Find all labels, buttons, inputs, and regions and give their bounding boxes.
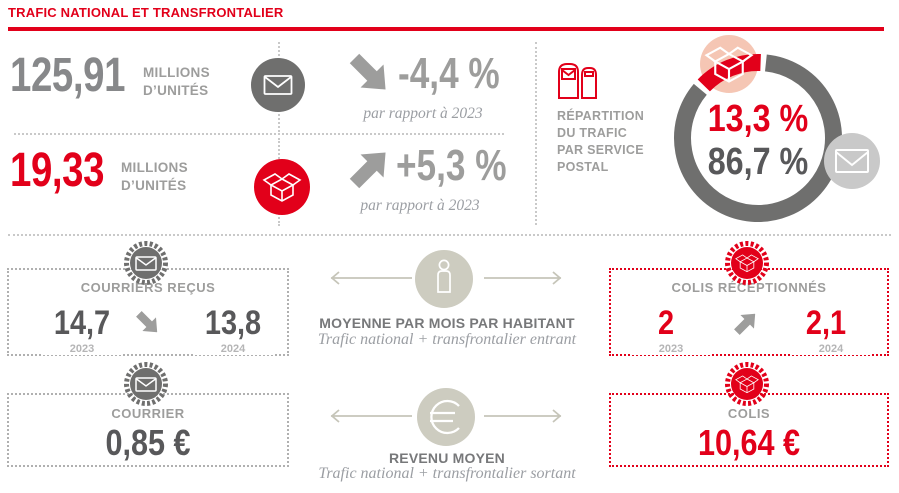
mail-change-note: par rapport à 2023 — [363, 105, 483, 122]
mail-volume-unit: MILLIONS D’UNITÉS — [143, 64, 210, 99]
courrier-price-value: 0,85 € — [9, 425, 287, 461]
parcel-circle-badge — [254, 159, 310, 215]
courrier-price-label: COURRIER — [111, 406, 185, 421]
monthly-average-subtitle: Trafic national + transfrontalier entran… — [317, 331, 577, 348]
courriers-recus-label: COURRIERS REÇUS — [80, 280, 216, 295]
section-divider-dotted — [535, 42, 537, 225]
courriers-2024-value: 13,8 — [173, 306, 293, 340]
colis-receptionnes-label: COLIS RÉCEPTIONNÉS — [671, 280, 827, 295]
trend-down-arrow-small — [136, 311, 158, 333]
inhabitant-circle-badge — [415, 250, 473, 308]
value-2023: 14,7 — [53, 304, 111, 342]
courriers-2023-value: 14,7 — [22, 306, 142, 340]
unit-line-2: D’UNITÉS — [121, 177, 187, 193]
trend-up-arrow-small — [734, 313, 756, 335]
price-text: 10,64 € — [697, 422, 801, 463]
parcel-stamp-badge — [725, 241, 769, 285]
repartition-line: PAR SERVICE — [557, 142, 644, 157]
repartition-label: RÉPARTITION DU TRAFIC PAR SERVICE POSTAL — [557, 108, 667, 176]
donut-mail-arc — [674, 54, 842, 222]
parcel-volume-value: 19,33 — [10, 147, 128, 195]
mail-change-text: -4,4 % — [398, 49, 500, 98]
year-label-2023: 2023 — [631, 343, 711, 355]
parcel-icon — [735, 375, 759, 394]
envelope-icon — [135, 256, 157, 271]
envelope-circle-badge — [251, 58, 305, 112]
parcel-icon — [735, 254, 759, 273]
repartition-line: DU TRAFIC — [557, 125, 628, 140]
page-title: TRAFIC NATIONAL ET TRANSFRONTALIER — [8, 5, 284, 20]
value-2023: 2 — [657, 304, 675, 342]
revenue-circle-badge — [417, 388, 475, 446]
arrow-right-thin — [484, 271, 562, 285]
value-2024: 13,8 — [204, 304, 262, 342]
monthly-average-title: MOYENNE PAR MOIS PAR HABITANT — [319, 315, 575, 331]
section-divider-horizontal — [8, 234, 891, 236]
envelope-icon — [835, 149, 869, 173]
mailbox-icon — [558, 63, 597, 99]
unit-line-1: MILLIONS — [143, 65, 210, 80]
colis-price-value: 10,64 € — [611, 425, 887, 461]
price-text: 0,85 € — [105, 422, 191, 463]
envelope-stamp-badge — [124, 241, 168, 285]
value-2024: 2,1 — [805, 304, 847, 342]
courriers-recus-box: COURRIERS REÇUS 14,7 13,8 2023 2024 — [7, 268, 289, 356]
arrow-right-thin — [484, 409, 562, 423]
person-icon — [437, 259, 451, 293]
parcel-change-value: +5,3 % — [396, 144, 534, 188]
title-underline — [8, 27, 884, 31]
envelope-icon — [135, 377, 157, 392]
mail-gray-badge — [824, 133, 880, 189]
year-label-2024: 2024 — [193, 343, 273, 355]
average-revenue-subtitle: Trafic national + transfrontalier sortan… — [318, 465, 576, 482]
trend-up-arrow-large — [349, 152, 386, 189]
mail-change-value: -4,4 % — [398, 52, 525, 96]
unit-line-2: D’UNITÉS — [143, 82, 209, 98]
parcel-icon — [262, 173, 302, 202]
mail-share-value: 86,7 % — [707, 141, 809, 183]
parcel-icon — [704, 46, 754, 83]
mail-volume-number: 125,91 — [10, 49, 126, 102]
parcel-change-note: par rapport à 2023 — [360, 197, 480, 214]
repartition-line: POSTAL — [557, 159, 609, 174]
envelope-stamp-badge — [124, 362, 168, 406]
row-divider-dotted — [14, 133, 504, 135]
colis-2023-value: 2 — [611, 306, 721, 340]
parcel-stamp-badge — [725, 362, 769, 406]
parcel-volume-unit: MILLIONS D’UNITÉS — [121, 159, 188, 194]
arrow-left-thin — [330, 409, 412, 423]
donut-center-values: 13,3 % 86,7 % — [683, 98, 833, 184]
trend-down-arrow-large — [349, 53, 386, 90]
colis-2024-value: 2,1 — [771, 306, 881, 340]
parcel-share-value: 13,3 % — [707, 98, 809, 140]
parcel-volume-number: 19,33 — [10, 144, 105, 197]
repartition-line: RÉPARTITION — [557, 109, 645, 123]
traffic-donut-chart — [674, 35, 880, 222]
average-revenue-title: REVENU MOYEN — [389, 450, 505, 466]
year-label-2023: 2023 — [42, 343, 122, 355]
envelope-icon — [263, 75, 293, 95]
unit-line-1: MILLIONS — [121, 160, 188, 175]
arrow-left-thin — [330, 271, 412, 285]
euro-icon — [430, 399, 460, 435]
colis-price-label: COLIS — [727, 406, 771, 421]
mail-volume-value: 125,91 — [10, 52, 154, 100]
year-label-2024: 2024 — [791, 343, 871, 355]
parcel-change-text: +5,3 % — [396, 141, 507, 190]
